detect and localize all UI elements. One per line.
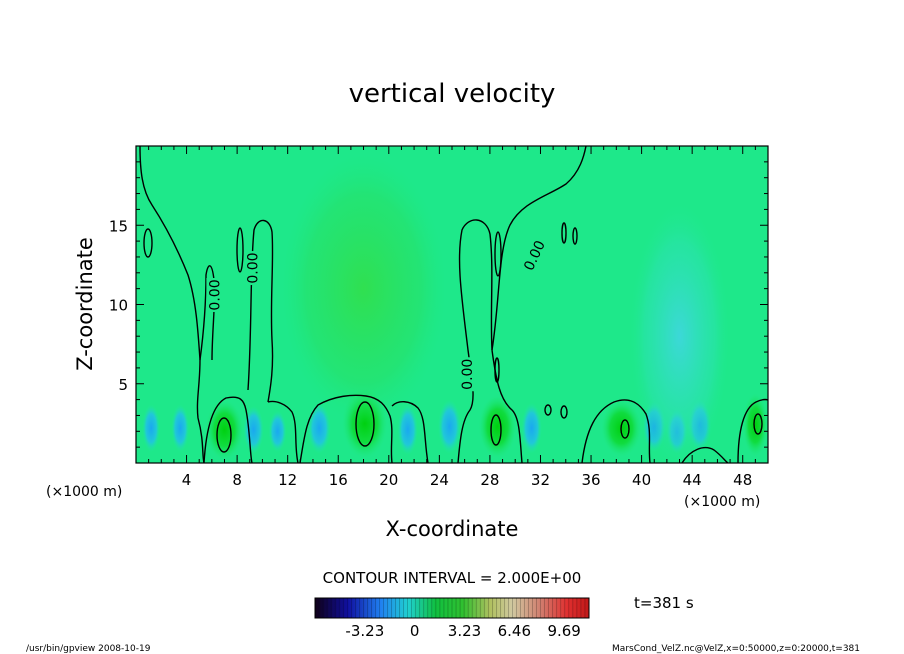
contour-interval-label: CONTOUR INTERVAL = 2.000E+00	[323, 569, 582, 587]
x-tick-label: 20	[379, 471, 398, 489]
y-tick-label: 10	[109, 297, 128, 315]
contour-cell-2	[355, 401, 375, 447]
x-unit-right: (×1000 m)	[684, 494, 760, 510]
x-tick-label: 36	[581, 471, 600, 489]
cool-cell-12	[628, 201, 731, 463]
warm-cell-5	[742, 393, 768, 457]
x-tick-label: 24	[430, 471, 449, 489]
contour-zero-d	[267, 400, 299, 463]
colorbar-ticks: -3.23 0 3.23 6.46 9.69	[345, 622, 580, 640]
colorbar-tick-label: 9.69	[547, 622, 580, 640]
y-tick-label: 15	[109, 217, 128, 235]
chart-title: vertical velocity	[349, 79, 556, 109]
warm-cell-3	[478, 394, 517, 459]
contour-zero-left	[139, 146, 205, 463]
contour-cell-7	[236, 227, 244, 273]
warm-cell-1	[205, 399, 244, 460]
contour-zero-e	[299, 394, 393, 463]
y-axis-ticks: 5 10 15	[109, 161, 768, 448]
x-unit-left: (×1000 m)	[46, 484, 122, 500]
time-label: t=381 s	[634, 594, 694, 612]
contour-cell-6	[143, 228, 153, 258]
colorbar-tick-label: 0	[410, 622, 420, 640]
x-tick-label: 8	[232, 471, 242, 489]
colorbar-tick-label: 3.23	[448, 622, 481, 640]
contour-cell-8	[494, 231, 502, 277]
cool-cell-1	[142, 404, 161, 452]
contour-cell-12	[544, 404, 552, 416]
cool-cell-6	[397, 404, 418, 456]
contour-label-2: 0.00	[245, 252, 261, 283]
y-axis-label: Z-coordinate	[73, 237, 97, 371]
contour-label-bg-2	[244, 251, 261, 286]
contour-cell-9	[494, 357, 500, 383]
contour-label-bg-4	[519, 236, 549, 275]
colorbar-tick-label: -3.23	[345, 622, 384, 640]
contour-cell-4	[620, 419, 630, 439]
contour-zero-a	[203, 396, 253, 463]
contour-zero-h	[491, 146, 587, 351]
x-tick-label: 12	[278, 471, 297, 489]
colorbar-bands	[318, 598, 586, 618]
x-axis-label: X-coordinate	[386, 517, 519, 541]
contour-label-bg-1	[206, 277, 223, 312]
cool-cell-4	[268, 410, 287, 452]
contour-lines	[139, 146, 768, 463]
x-tick-label: 28	[480, 471, 499, 489]
contour-zero-g	[457, 219, 493, 463]
contour-cell-13	[560, 405, 568, 419]
cool-cell-2	[171, 404, 190, 452]
y-tick-label: 5	[118, 376, 128, 394]
contour-cell-5	[753, 413, 763, 435]
contour-cell-3	[490, 414, 502, 446]
cool-cell-5	[307, 402, 331, 454]
x-tick-label: 32	[531, 471, 550, 489]
footer-right: MarsCond_VelZ.nc@VelZ,x=0:50000,z=0:2000…	[612, 644, 860, 654]
colorbar-tick-label: 6.46	[498, 622, 531, 640]
cool-cell-3	[243, 405, 264, 454]
warm-cell-6	[281, 153, 446, 424]
contour-zero-j	[581, 399, 651, 463]
cool-cell-7	[438, 399, 461, 454]
contour-label-bg-3	[459, 357, 476, 392]
contour-cell-11	[572, 227, 578, 245]
footer-left: /usr/bin/gpview 2008-10-19	[26, 644, 151, 654]
x-tick-label: 44	[683, 471, 702, 489]
cool-cell-8	[521, 402, 542, 454]
contour-zero-f	[391, 401, 429, 463]
contour-label-1: 0.00	[207, 279, 223, 310]
colorbar	[314, 597, 590, 619]
contour-cell-1	[216, 417, 232, 453]
contour-label-3: 0.00	[460, 359, 476, 390]
contour-zero-c	[247, 219, 274, 403]
x-axis-ticks: 4 8 12 16 20 24 28 32 36 40 44 48	[148, 146, 756, 489]
x-tick-label: 48	[733, 471, 752, 489]
field-shading	[142, 153, 768, 463]
contour-zero-b	[199, 265, 216, 361]
x-tick-label: 16	[329, 471, 348, 489]
contour-cell-10	[561, 222, 567, 244]
contour-zero-k	[681, 446, 729, 463]
x-tick-label: 4	[182, 471, 192, 489]
x-tick-label: 40	[632, 471, 651, 489]
